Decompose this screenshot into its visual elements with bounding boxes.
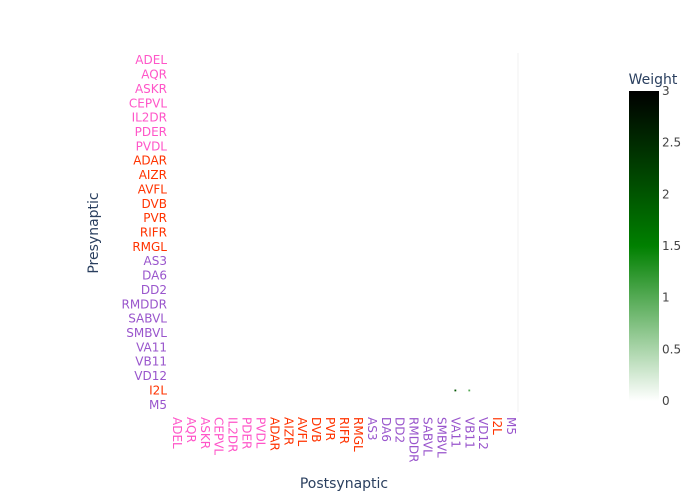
x-tick-labels: ADEL AQR ASKR CEPVL IL2DR PDER PVDL ADAR AIZR AVF…: [170, 417, 518, 463]
y-tick-label-dvb: DVB: [142, 197, 167, 211]
y-tick-label-va11: VA11: [136, 340, 167, 354]
y-tick-label-pvr: PVR: [143, 211, 167, 225]
colorbar-tick-label-2: 2: [662, 187, 670, 201]
heatmap-cell-I2L-VA11: [454, 389, 457, 392]
colorbar-tick-label-1-5: 1.5: [662, 239, 681, 253]
y-tick-label-sabvl: SABVL: [128, 312, 167, 326]
y-tick-label-askr: ASKR: [135, 82, 167, 96]
colorbar-tick-label-0: 0: [662, 394, 670, 408]
x-tick-label-va11: VA11: [448, 417, 462, 448]
x-tick-label-i2l: I2L: [490, 417, 504, 435]
y-tick-label-aizr: AIZR: [139, 168, 167, 182]
x-tick-label-il2dr: IL2DR: [226, 417, 240, 452]
x-tick-label-vb11: VB11: [462, 417, 476, 449]
x-axis-title: Postsynaptic: [300, 476, 388, 492]
y-tick-label-dd2: DD2: [141, 283, 167, 297]
y-tick-label-rmddr: RMDDR: [121, 297, 167, 311]
y-tick-label-rmgl: RMGL: [132, 240, 167, 254]
y-tick-label-vb11: VB11: [135, 355, 167, 369]
x-tick-label-pvdl: PVDL: [253, 417, 267, 449]
x-tick-label-aqr: AQR: [184, 417, 198, 443]
y-tick-label-rifr: RIFR: [140, 226, 167, 240]
x-tick-label-askr: ASKR: [198, 417, 212, 449]
colorbar: Weight 0 0.5 1 1.5 2 2.5 3: [629, 72, 681, 408]
y-axis-title: Presynaptic: [86, 192, 102, 273]
colorbar-ticks: 0 0.5 1 1.5 2 2.5 3: [662, 84, 681, 408]
y-tick-label-aqr: AQR: [141, 68, 167, 82]
colorbar-tick-label-0-5: 0.5: [662, 342, 681, 356]
y-tick-label-cepvl: CEPVL: [129, 96, 167, 110]
heatmap-cell-I2L-VB11: [468, 389, 471, 392]
x-tick-label-sabvl: SABVL: [421, 417, 435, 456]
y-tick-label-smbvl: SMBVL: [126, 326, 167, 340]
y-tick-label-avfl: AVFL: [138, 182, 168, 196]
x-tick-label-rmddr: RMDDR: [407, 417, 421, 463]
y-tick-label-da6: DA6: [142, 269, 167, 283]
x-tick-label-pvr: PVR: [323, 417, 337, 441]
colorbar-tick-label-1: 1: [662, 291, 670, 305]
x-tick-label-m5: M5: [504, 417, 518, 435]
heatmap-cells: [454, 389, 471, 392]
x-tick-label-aizr: AIZR: [281, 417, 295, 445]
colorbar-tick-label-2-5: 2.5: [662, 136, 681, 150]
y-tick-label-m5: M5: [149, 398, 167, 412]
x-tick-label-adar: ADAR: [267, 417, 281, 451]
x-tick-label-pder: PDER: [240, 417, 254, 449]
x-tick-label-smbvl: SMBVL: [434, 417, 448, 458]
x-tick-label-rifr: RIFR: [337, 417, 351, 444]
y-tick-label-vd12: VD12: [134, 369, 167, 383]
y-tick-label-i2l: I2L: [149, 383, 167, 397]
x-tick-label-dd2: DD2: [393, 417, 407, 443]
y-tick-label-adel: ADEL: [135, 53, 167, 67]
x-tick-label-vd12: VD12: [476, 417, 490, 450]
y-tick-label-pvdl: PVDL: [136, 139, 168, 153]
y-tick-label-adar: ADAR: [133, 154, 167, 168]
x-tick-label-cepvl: CEPVL: [212, 417, 226, 455]
colorbar-tick-label-3: 3: [662, 84, 670, 98]
colorbar-gradient: [629, 91, 659, 401]
y-tick-label-pder: PDER: [135, 125, 167, 139]
x-tick-label-dvb: DVB: [309, 417, 323, 442]
x-tick-label-as3: AS3: [365, 417, 379, 440]
x-tick-label-adel: ADEL: [170, 417, 184, 449]
x-tick-label-avfl: AVFL: [295, 417, 309, 447]
y-tick-labels: ADELAQRASKRCEPVLIL2DRPDERPVDLADARAIZRAVF…: [121, 53, 167, 412]
y-tick-label-il2dr: IL2DR: [132, 111, 167, 125]
x-tick-label-da6: DA6: [379, 417, 393, 442]
colorbar-title: Weight: [629, 72, 678, 88]
x-tick-label-rmgl: RMGL: [351, 417, 365, 452]
y-tick-label-as3: AS3: [144, 254, 167, 268]
